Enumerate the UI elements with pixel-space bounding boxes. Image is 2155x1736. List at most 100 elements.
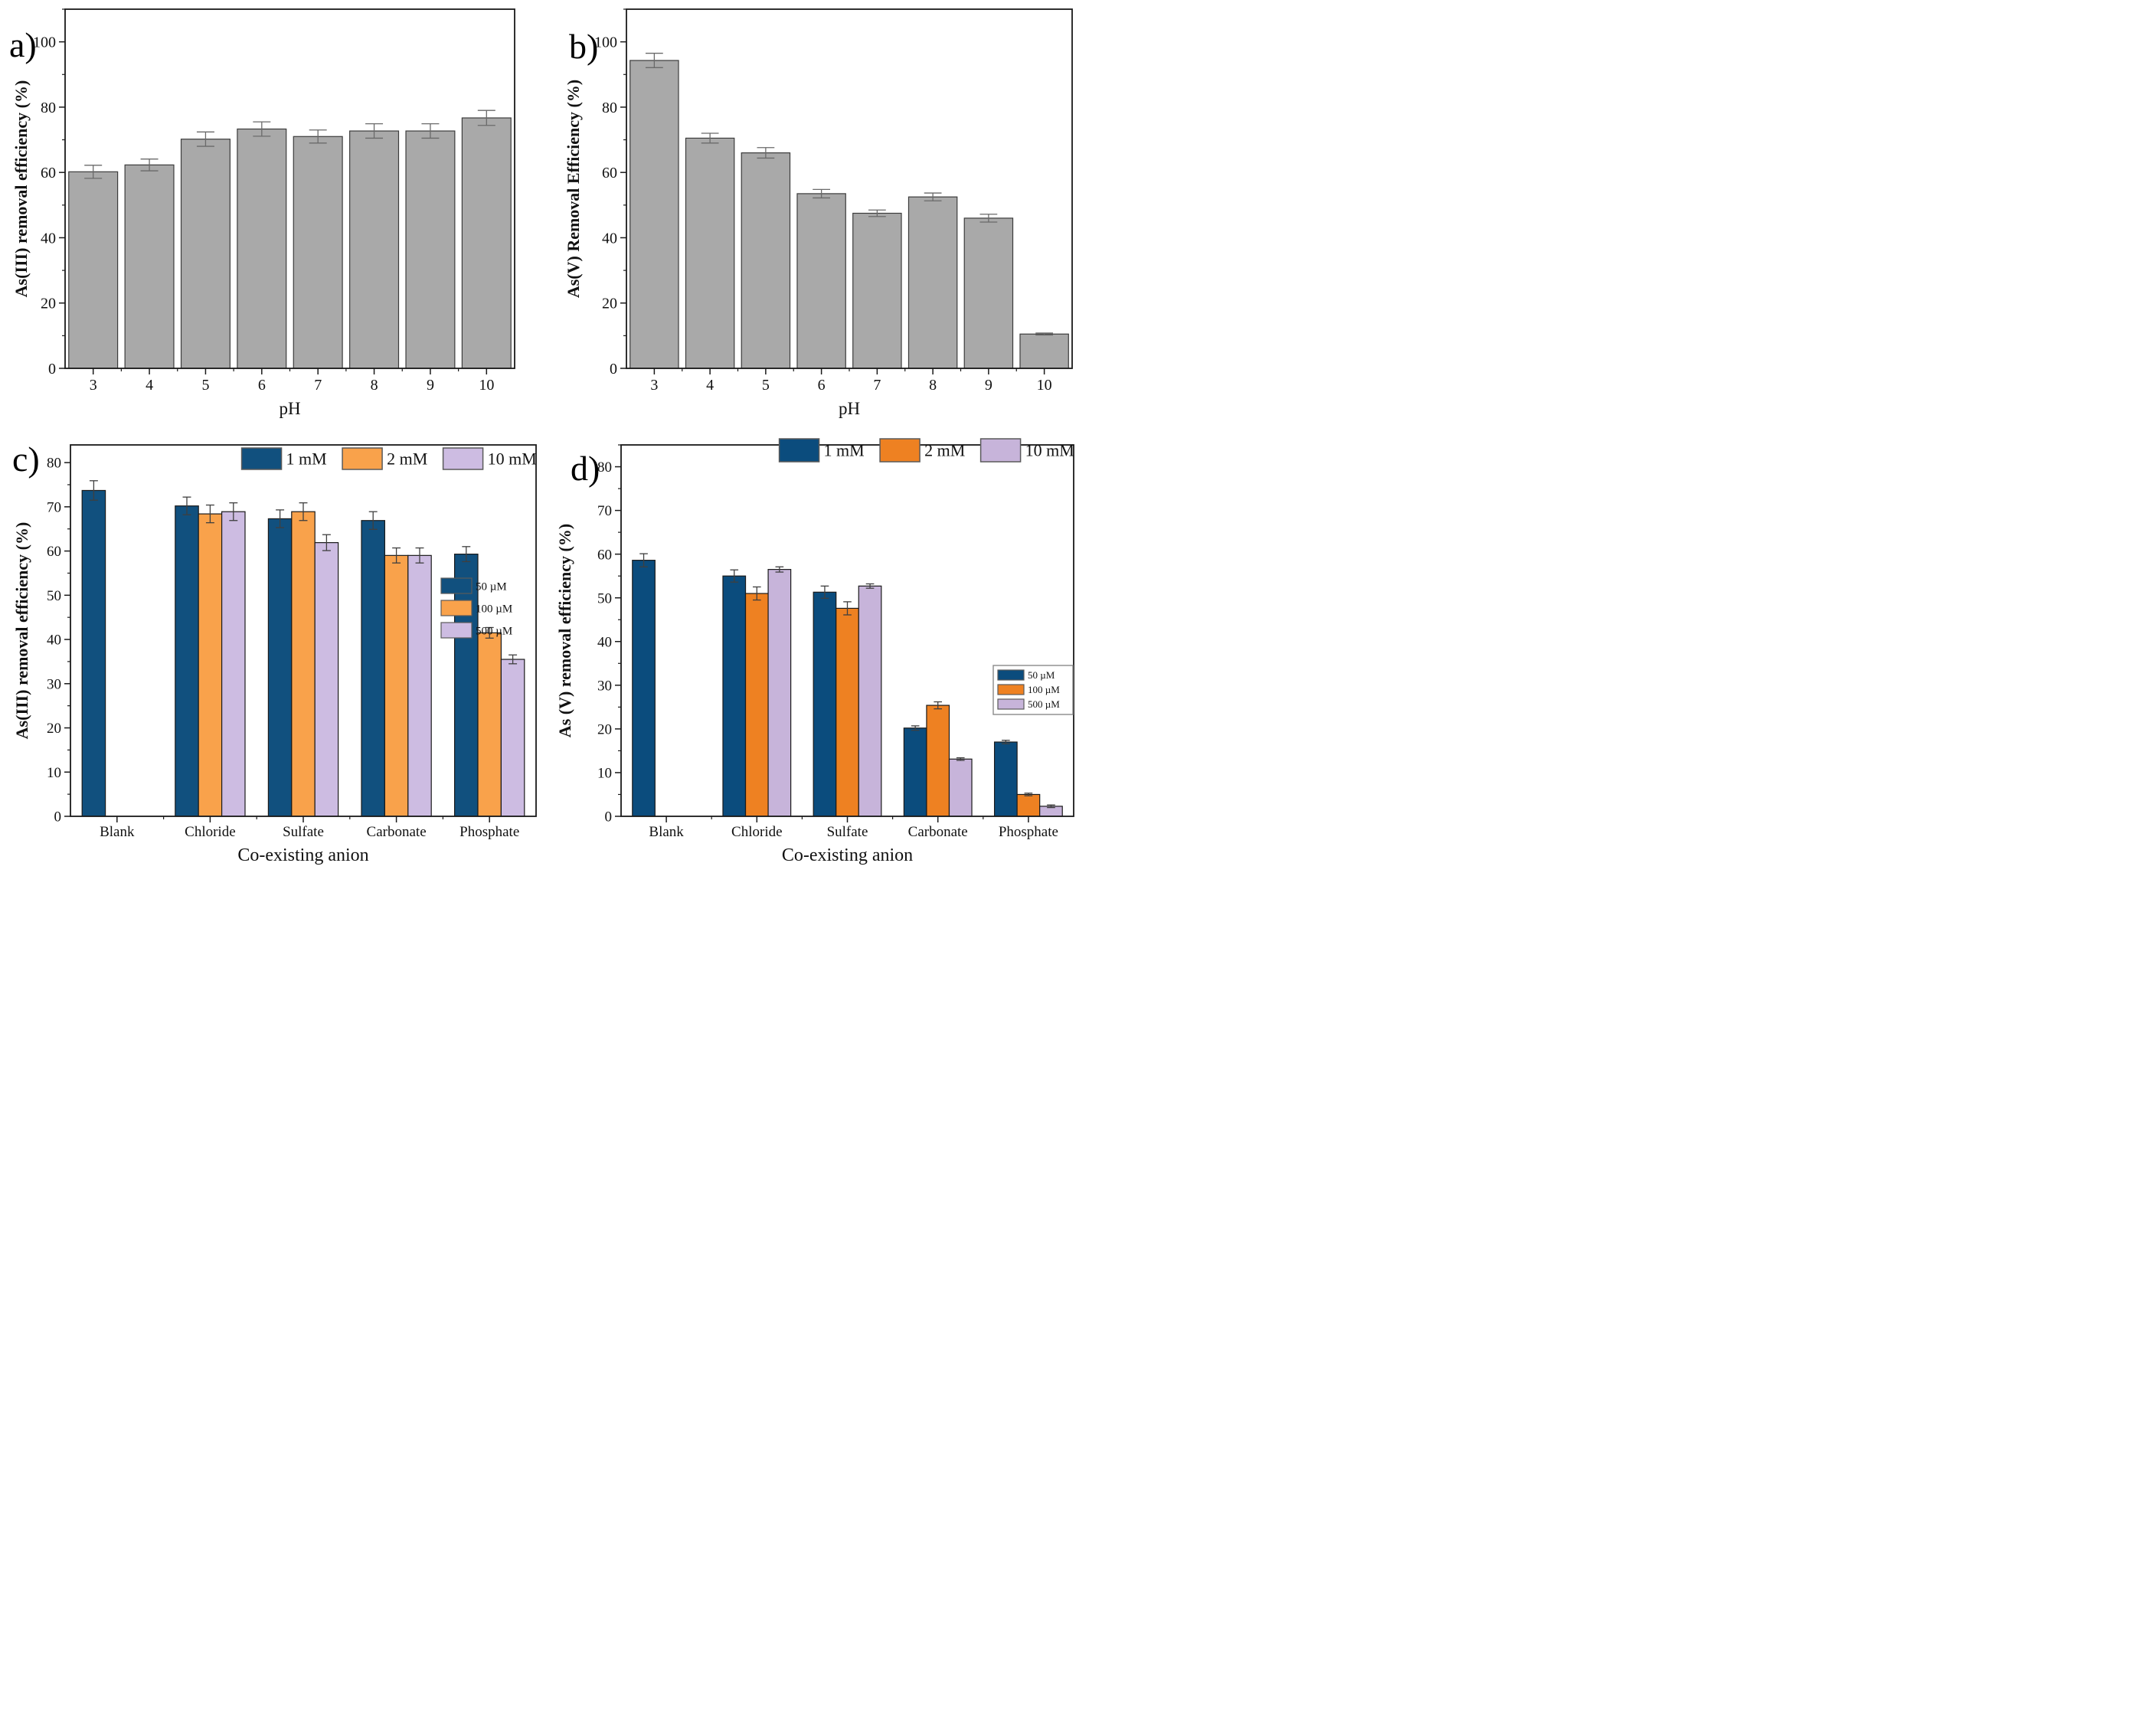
x-tick-label: 5 bbox=[201, 377, 209, 394]
chart-b-pH-AsV: 0 20 40 60 80 100 3 4 5 6 7 8 9 10 pH As(V) Removal Eff… bbox=[564, 8, 1073, 418]
y-tick-label: 20 bbox=[41, 296, 56, 312]
error-bar-Chloride-1mM bbox=[182, 496, 191, 515]
error-bar-4 bbox=[140, 159, 159, 172]
panel-d: 0 10 20 30 40 50 60 70 80 Blank Chloride Sulfate Car… bbox=[538, 434, 1078, 868]
x-tick-label: 7 bbox=[873, 377, 881, 394]
bar-3 bbox=[629, 60, 679, 369]
x-tick-label: Phosphate bbox=[459, 824, 519, 840]
bar-9 bbox=[405, 130, 456, 369]
error-bar-10 bbox=[1035, 332, 1054, 336]
inner-legend-swatch-500µM bbox=[440, 622, 473, 639]
error-bar-6 bbox=[253, 121, 271, 137]
y-tick-label: 0 bbox=[48, 361, 56, 378]
y-tick-label: 20 bbox=[597, 722, 612, 738]
error-bar-Sulfate-1mM bbox=[820, 585, 829, 599]
bar-Sulfate-2mM bbox=[291, 511, 316, 817]
y-tick-label: 50 bbox=[597, 590, 612, 606]
legend-label-1mM: 1 mM bbox=[824, 441, 865, 460]
y-tick-label: 80 bbox=[47, 456, 61, 472]
panel-c: 0 10 20 30 40 50 60 70 80 Blank Chloride Sulfate Car… bbox=[0, 434, 538, 868]
error-bar-Chloride-10mM bbox=[775, 566, 784, 573]
y-tick-label: 60 bbox=[47, 544, 61, 560]
bar-Sulfate-1mM bbox=[267, 518, 293, 817]
x-tick-label: 9 bbox=[985, 377, 992, 394]
bar-6 bbox=[796, 193, 846, 369]
x-tick-label: 4 bbox=[146, 377, 153, 394]
chart-a-pH-AsIII: 0 20 40 60 80 100 3 4 5 6 7 8 9 10 pH As(III) removal e… bbox=[11, 8, 515, 418]
bar-Blank-1mM bbox=[81, 489, 106, 817]
legend-label-10mM: 10 mM bbox=[488, 450, 537, 469]
inner-legend-label-50µM: 50 µM bbox=[1028, 669, 1055, 681]
x-tick-label: 5 bbox=[762, 377, 770, 394]
error-bar-Sulfate-1mM bbox=[276, 509, 285, 528]
bar-Chloride-10mM bbox=[767, 569, 792, 817]
bar-4 bbox=[685, 137, 735, 369]
bar-Carbonate-1mM bbox=[361, 520, 385, 817]
inner-legend-label-500µM: 500 µM bbox=[1028, 698, 1060, 710]
y-tick-label: 10 bbox=[597, 766, 612, 782]
x-axis-title: pH bbox=[839, 399, 860, 418]
legend-label-10mM: 10 mM bbox=[1025, 441, 1074, 460]
error-bar-Carbonate-1mM bbox=[911, 725, 920, 731]
y-tick-label: 80 bbox=[602, 100, 617, 116]
error-bar-Chloride-1mM bbox=[730, 569, 739, 583]
y-tick-label: 80 bbox=[41, 100, 56, 116]
bar-Sulfate-10mM bbox=[314, 542, 339, 817]
x-tick-label: 9 bbox=[427, 377, 434, 394]
bar-Carbonate-10mM bbox=[407, 554, 432, 817]
panel-b: 0 20 40 60 80 100 3 4 5 6 7 8 9 10 pH As(V) Removal Eff… bbox=[538, 0, 1078, 434]
legend-swatch-1mM bbox=[778, 438, 820, 463]
error-bar-Carbonate-2mM bbox=[934, 701, 943, 710]
bar-Chloride-2mM bbox=[744, 593, 769, 817]
bar-Chloride-10mM bbox=[221, 511, 246, 817]
panel-label-a: a) bbox=[9, 25, 37, 64]
error-bar-8 bbox=[365, 123, 384, 139]
y-tick-label: 70 bbox=[47, 499, 61, 515]
error-bar-Phosphate-2mM bbox=[485, 626, 494, 639]
error-bar-Phosphate-2mM bbox=[1024, 793, 1033, 796]
y-tick-label: 20 bbox=[602, 296, 617, 312]
bar-Carbonate-2mM bbox=[384, 554, 409, 817]
y-tick-label: 100 bbox=[594, 34, 617, 51]
y-tick-label: 40 bbox=[597, 634, 612, 650]
y-tick-label: 60 bbox=[597, 547, 612, 563]
x-tick-label: Blank bbox=[100, 824, 135, 840]
x-tick-label: Sulfate bbox=[827, 824, 868, 840]
y-tick-label: 0 bbox=[605, 809, 613, 825]
error-bar-Phosphate-10mM bbox=[1047, 804, 1055, 809]
inner-legend-label-100µM: 100 µM bbox=[476, 603, 512, 615]
x-axis-title: Co-existing anion bbox=[237, 845, 368, 865]
x-tick-label: 6 bbox=[818, 377, 826, 394]
x-tick-label: Blank bbox=[649, 824, 684, 840]
x-axis-title: pH bbox=[279, 399, 300, 418]
error-bar-5 bbox=[196, 131, 214, 147]
error-bar-Carbonate-10mM bbox=[956, 757, 965, 761]
x-tick-label: 4 bbox=[706, 377, 714, 394]
error-bar-Phosphate-10mM bbox=[509, 654, 518, 665]
y-tick-label: 0 bbox=[610, 361, 617, 378]
x-tick-label: 6 bbox=[258, 377, 266, 394]
bar-Phosphate-10mM bbox=[500, 659, 525, 817]
y-tick-label: 30 bbox=[47, 676, 61, 692]
inner-legend-label-100µM: 100 µM bbox=[1028, 684, 1060, 695]
y-tick-label: 20 bbox=[47, 721, 61, 737]
legend-label-1mM: 1 mM bbox=[286, 450, 327, 469]
y-tick-label: 60 bbox=[41, 165, 56, 181]
bar-6 bbox=[237, 128, 287, 369]
bar-Phosphate-2mM bbox=[477, 632, 502, 817]
error-bar-3 bbox=[645, 52, 663, 68]
bar-Phosphate-2mM bbox=[1016, 793, 1041, 817]
x-tick-label: 10 bbox=[1037, 377, 1052, 394]
bar-8 bbox=[907, 196, 958, 369]
error-bar-Chloride-2mM bbox=[205, 504, 214, 524]
bar-Carbonate-2mM bbox=[926, 705, 950, 817]
y-tick-label: 60 bbox=[602, 165, 617, 181]
error-bar-Chloride-2mM bbox=[752, 586, 761, 601]
error-bar-8 bbox=[924, 192, 942, 201]
error-bar-Carbonate-10mM bbox=[415, 547, 424, 564]
error-bar-7 bbox=[309, 129, 327, 144]
error-bar-4 bbox=[701, 132, 719, 144]
bar-10 bbox=[461, 117, 512, 369]
y-tick-label: 50 bbox=[47, 588, 61, 604]
error-bar-Phosphate-1mM bbox=[1002, 740, 1010, 744]
